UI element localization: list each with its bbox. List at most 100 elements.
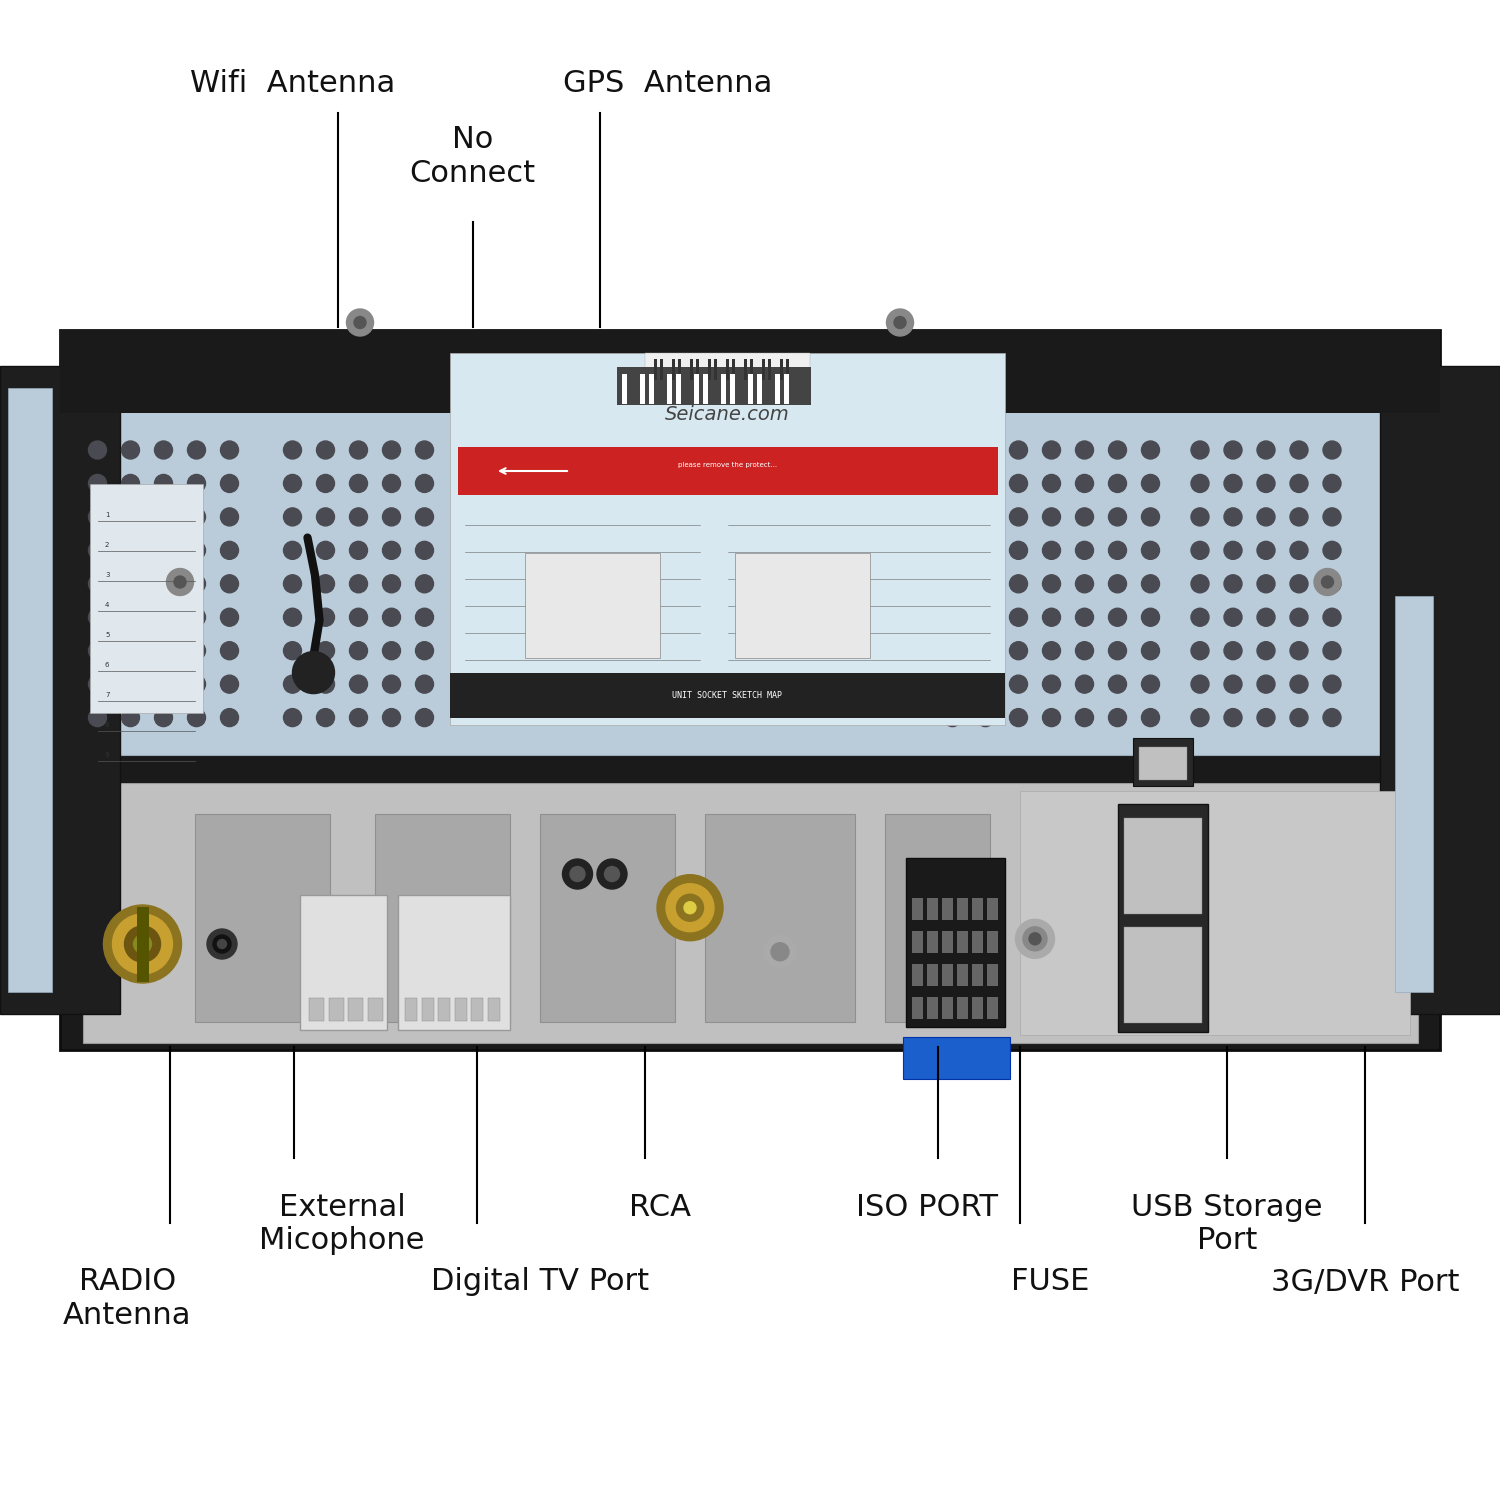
Circle shape	[154, 441, 172, 459]
Bar	[714, 358, 717, 380]
Bar	[903, 1038, 1010, 1080]
Bar	[694, 374, 699, 404]
Circle shape	[88, 675, 106, 693]
Text: please remove the protect...: please remove the protect...	[678, 462, 777, 468]
Circle shape	[1142, 574, 1160, 592]
Circle shape	[1010, 542, 1028, 560]
Text: RCA: RCA	[628, 1192, 692, 1221]
Circle shape	[1323, 574, 1341, 592]
Circle shape	[207, 928, 237, 958]
Circle shape	[1042, 574, 1060, 592]
Bar	[1020, 790, 1410, 1035]
Bar	[696, 358, 699, 380]
Circle shape	[188, 574, 206, 592]
Bar	[744, 358, 747, 380]
Circle shape	[122, 574, 140, 592]
Circle shape	[88, 542, 106, 560]
Circle shape	[1290, 474, 1308, 492]
Circle shape	[1257, 675, 1275, 693]
Bar	[650, 374, 654, 404]
Circle shape	[1224, 574, 1242, 592]
Circle shape	[1224, 474, 1242, 492]
Bar	[732, 358, 735, 380]
Bar	[972, 998, 982, 1020]
Circle shape	[1142, 542, 1160, 560]
Circle shape	[416, 509, 434, 526]
Bar	[660, 358, 663, 380]
Circle shape	[316, 474, 334, 492]
Circle shape	[944, 574, 962, 592]
Circle shape	[1290, 574, 1308, 592]
Circle shape	[188, 609, 206, 627]
Text: 3G/DVR Port: 3G/DVR Port	[1270, 1268, 1460, 1296]
Circle shape	[284, 708, 302, 726]
Circle shape	[220, 509, 238, 526]
Circle shape	[944, 509, 962, 526]
Bar	[750, 358, 753, 380]
Text: 6: 6	[105, 662, 110, 668]
Circle shape	[562, 859, 592, 889]
Circle shape	[213, 934, 231, 952]
Circle shape	[597, 859, 627, 889]
Circle shape	[416, 642, 434, 660]
Bar	[622, 374, 627, 404]
Circle shape	[316, 708, 334, 726]
Text: Digital TV Port: Digital TV Port	[430, 1268, 650, 1296]
Circle shape	[1323, 474, 1341, 492]
Circle shape	[1076, 708, 1094, 726]
Circle shape	[771, 944, 789, 962]
Circle shape	[1142, 708, 1160, 726]
Text: UNIT SOCKET SKETCH MAP: UNIT SOCKET SKETCH MAP	[672, 690, 783, 699]
Bar	[912, 998, 922, 1020]
Circle shape	[122, 675, 140, 693]
Circle shape	[382, 642, 400, 660]
Circle shape	[316, 642, 334, 660]
Bar	[616, 368, 810, 405]
Bar	[704, 374, 708, 404]
Text: No
Connect: No Connect	[410, 124, 536, 188]
Text: RADIO
Antenna: RADIO Antenna	[63, 1268, 192, 1330]
Circle shape	[1108, 675, 1126, 693]
Bar	[8, 387, 52, 993]
Bar	[927, 998, 938, 1020]
Circle shape	[944, 474, 962, 492]
Bar	[676, 374, 681, 404]
Circle shape	[284, 441, 302, 459]
Circle shape	[134, 934, 152, 952]
Circle shape	[88, 708, 106, 726]
Circle shape	[1042, 542, 1060, 560]
Circle shape	[284, 675, 302, 693]
Circle shape	[284, 609, 302, 627]
Circle shape	[122, 509, 140, 526]
Circle shape	[416, 708, 434, 726]
Bar	[368, 998, 382, 1020]
Bar	[136, 906, 148, 981]
Circle shape	[220, 474, 238, 492]
Circle shape	[1016, 920, 1054, 958]
Bar	[927, 898, 938, 921]
Circle shape	[382, 509, 400, 526]
Bar	[885, 815, 990, 1022]
Circle shape	[166, 568, 194, 596]
Circle shape	[122, 609, 140, 627]
Bar	[735, 552, 870, 657]
Bar	[654, 358, 657, 380]
Circle shape	[1224, 542, 1242, 560]
Circle shape	[350, 441, 368, 459]
Bar	[454, 998, 466, 1020]
Bar	[300, 896, 387, 1029]
Circle shape	[1010, 675, 1028, 693]
Circle shape	[1257, 642, 1275, 660]
Text: 8: 8	[105, 722, 110, 728]
Circle shape	[1042, 642, 1060, 660]
Circle shape	[894, 316, 906, 328]
Circle shape	[154, 675, 172, 693]
Circle shape	[1224, 509, 1242, 526]
Bar	[1118, 804, 1208, 1032]
Circle shape	[1142, 474, 1160, 492]
Bar	[1395, 597, 1432, 993]
Circle shape	[1076, 509, 1094, 526]
Circle shape	[1290, 609, 1308, 627]
Circle shape	[1314, 568, 1341, 596]
Circle shape	[382, 574, 400, 592]
